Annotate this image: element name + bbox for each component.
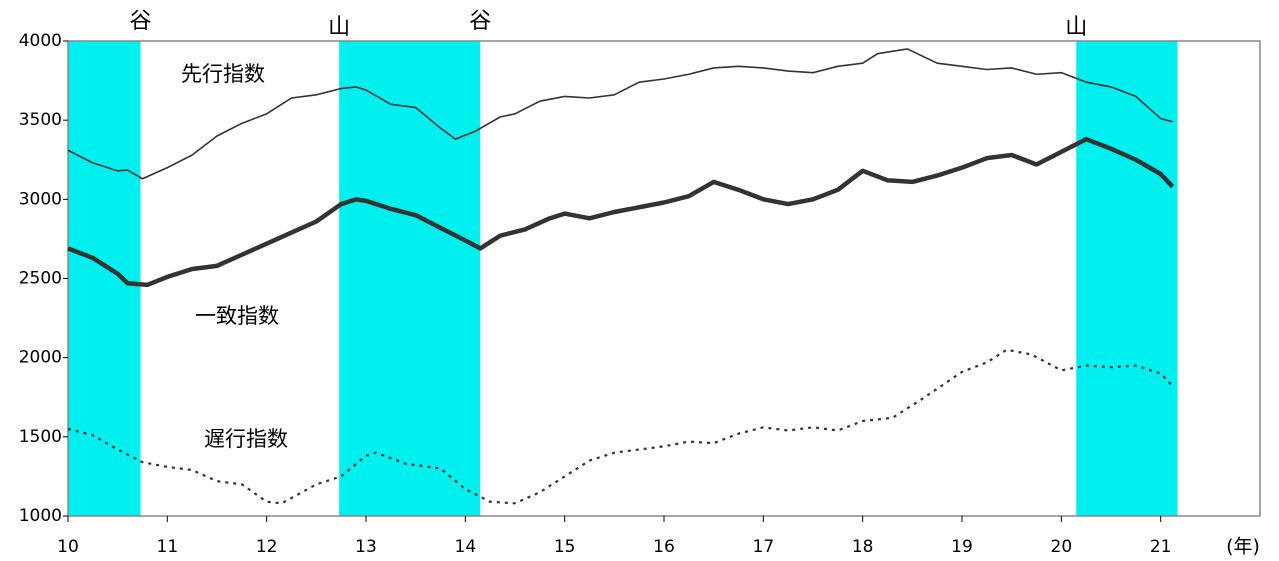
x-tick-label: 18 bbox=[852, 537, 874, 557]
recession-band bbox=[1076, 41, 1178, 516]
x-tick-label: 20 bbox=[1051, 537, 1073, 557]
x-tick-label: 21 bbox=[1150, 537, 1172, 557]
y-tick-label: 3000 bbox=[19, 189, 62, 209]
y-tick-label: 2000 bbox=[19, 348, 62, 368]
series-line bbox=[67, 48, 1173, 180]
y-tick-label: 1500 bbox=[19, 427, 62, 447]
x-tick-label: 13 bbox=[355, 537, 377, 557]
y-tick-label: 4000 bbox=[19, 31, 62, 51]
x-tick-label: 16 bbox=[653, 537, 675, 557]
annotation: 谷 bbox=[469, 9, 491, 34]
y-tick-label: 3500 bbox=[19, 110, 62, 130]
annotation: 山 bbox=[328, 15, 350, 40]
x-tick-label: 10 bbox=[57, 537, 79, 557]
series-label: 一致指数 bbox=[195, 304, 279, 328]
y-tick-label: 1000 bbox=[19, 506, 62, 526]
x-tick-label: 19 bbox=[951, 537, 973, 557]
x-tick-label: 11 bbox=[157, 537, 179, 557]
y-tick-label: 2500 bbox=[19, 269, 62, 289]
x-tick-label: 17 bbox=[753, 537, 775, 557]
series-line bbox=[67, 136, 1175, 288]
series-label: 先行指数 bbox=[181, 62, 265, 86]
annotation: 谷 bbox=[130, 9, 152, 34]
x-axis-label: (年) bbox=[1226, 536, 1260, 558]
recession-band bbox=[68, 41, 141, 516]
recession-band bbox=[339, 41, 481, 516]
x-tick-label: 14 bbox=[455, 537, 477, 557]
x-tick-label: 12 bbox=[256, 537, 278, 557]
series-line bbox=[67, 348, 1174, 505]
series-label: 遅行指数 bbox=[204, 427, 288, 451]
annotation: 山 bbox=[1065, 15, 1087, 40]
x-tick-label: 15 bbox=[554, 537, 576, 557]
